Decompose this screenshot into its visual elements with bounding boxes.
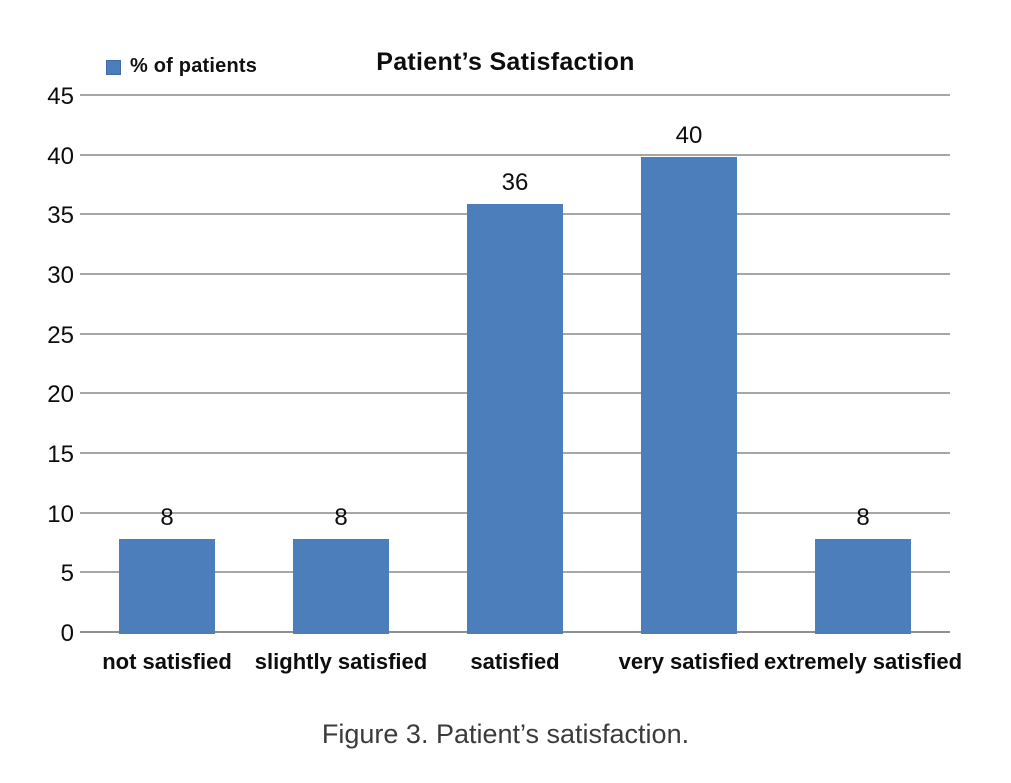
y-tick-label-30: 30 <box>47 262 74 289</box>
y-tick-label-40: 40 <box>47 142 74 170</box>
bar-satisfied <box>467 204 563 634</box>
y-tick-label-5: 5 <box>60 560 74 588</box>
x-axis-labels: not satisfied slightly satisfied satisfied… <box>80 649 962 681</box>
x-label-extremely-satisfied: extremely satisfied <box>763 649 963 674</box>
y-tick-label-0: 0 <box>60 620 74 647</box>
plot-area: 8 8 36 40 8 <box>80 94 950 634</box>
bar-slot-2: 36 <box>428 97 602 634</box>
y-tick-label-35: 35 <box>47 202 74 230</box>
bar-value-label: 40 <box>675 121 703 149</box>
x-label-satisfied: satisfied <box>470 649 560 674</box>
bar-value-label: 8 <box>856 503 870 531</box>
y-tick-label-25: 25 <box>47 321 74 349</box>
bar-slot-1: 8 <box>254 97 428 634</box>
bar-value-label: 8 <box>160 503 174 531</box>
bar-slightly-satisfied <box>293 538 389 634</box>
legend-series-label: % of patients <box>130 55 258 77</box>
bar-very-satisfied <box>641 156 737 634</box>
x-label-slightly-satisfied: slightly satisfied <box>254 649 428 674</box>
gridline-y-40 <box>80 153 950 156</box>
y-tick-label-45: 45 <box>47 83 74 110</box>
y-tick-label-15: 15 <box>47 441 74 468</box>
chart-legend: % of patients <box>106 55 257 78</box>
x-label-very-satisfied: very satisfied <box>618 649 760 674</box>
bar-slot-3: 40 <box>602 97 776 634</box>
bar-extremely-satisfied <box>815 538 911 634</box>
chart-title: Patient’s Satisfaction <box>376 48 635 76</box>
legend-square-icon <box>106 60 121 75</box>
bar-value-label: 8 <box>334 503 348 531</box>
gridline-y-45 <box>80 94 950 96</box>
x-label-not-satisfied: not satisfied <box>102 649 232 674</box>
bar-value-label: 36 <box>501 169 529 197</box>
bar-slot-0: 8 <box>80 97 254 634</box>
bar-slot-4: 8 <box>776 97 950 634</box>
y-tick-label-10: 10 <box>47 500 74 528</box>
figure-caption: Figure 3. Patient’s satisfaction. <box>321 719 690 749</box>
bar-not-satisfied <box>119 538 215 634</box>
y-tick-label-20: 20 <box>47 381 74 409</box>
